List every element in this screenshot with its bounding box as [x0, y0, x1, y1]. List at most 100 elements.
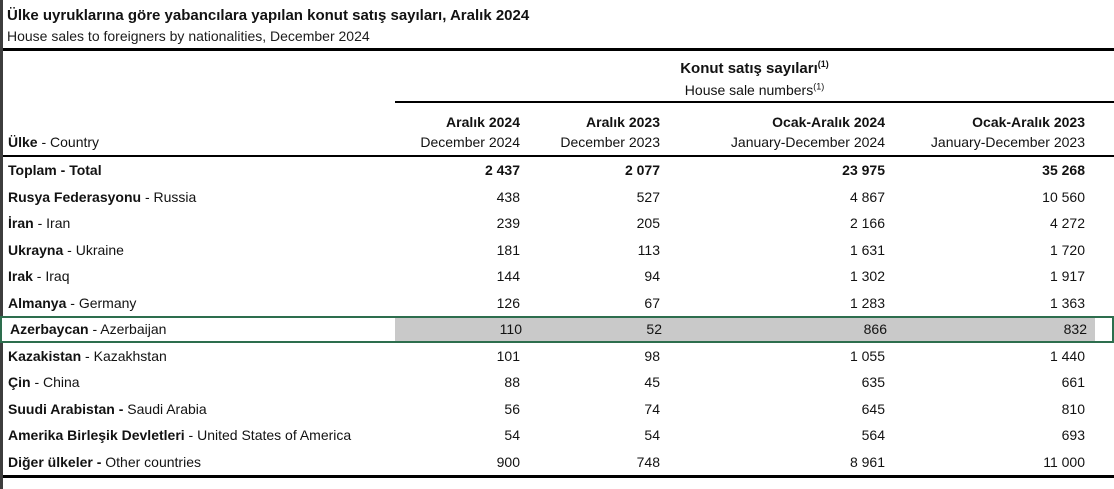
table-group-header: Konut satış sayıları(1) House sale numbe… — [395, 51, 1114, 101]
value-cell: 527 — [636, 188, 660, 205]
value-cell: 45 — [644, 374, 660, 391]
value-cell: 113 — [637, 241, 660, 258]
table-row[interactable]: Ukrayna - Ukraine 181 113 1 631 1 720 — [0, 237, 1114, 264]
value-cell: 1 363 — [1049, 294, 1085, 311]
country-name-cell: Suudi Arabistan - Saudi Arabia — [8, 400, 207, 417]
value-cell: 144 — [496, 268, 520, 285]
value-cell: 832 — [1063, 321, 1087, 338]
value-cell: 438 — [496, 188, 520, 205]
country-name-cell: Kazakistan - Kazakhstan — [8, 347, 167, 364]
value-cell: 2 166 — [849, 215, 885, 232]
value-cell: 2 437 — [484, 162, 520, 179]
column-header-tr: Ocak-Aralık 2024 — [772, 114, 885, 130]
page-title: Ülke uyruklarına göre yabancılara yapıla… — [7, 7, 530, 24]
country-name-cell: Diğer ülkeler - Other countries — [8, 453, 201, 470]
table-row[interactable]: Kazakistan - Kazakhstan 101 98 1 055 1 440 — [0, 343, 1114, 370]
group-header-en: House sale numbers(1) — [684, 81, 825, 98]
value-cell: 661 — [1061, 374, 1085, 391]
table-row[interactable]: Amerika Birleşik Devletleri - United Sta… — [0, 422, 1114, 449]
value-cell: 52 — [646, 321, 662, 338]
value-cell: 239 — [496, 215, 520, 232]
column-header: Ocak-Aralık 2023 January-December 2023 — [885, 112, 1114, 155]
country-name-cell: Çin - China — [8, 374, 80, 391]
column-header: Aralık 2024 December 2024 — [395, 112, 520, 155]
value-cell: 2 077 — [624, 162, 660, 179]
value-cell: 635 — [861, 374, 885, 391]
country-name-cell: Almanya - Germany — [8, 294, 137, 311]
column-header: Aralık 2023 December 2023 — [520, 112, 660, 155]
value-cell: 866 — [863, 321, 887, 338]
value-cell: 900 — [496, 453, 520, 470]
table-row[interactable]: Toplam - Total 2 437 2 077 23 975 35 268 — [0, 157, 1114, 184]
value-cell: 810 — [1061, 400, 1085, 417]
column-header: Ocak-Aralık 2024 January-December 2024 — [660, 112, 885, 155]
title-block: Ülke uyruklarına göre yabancılara yapıla… — [0, 0, 1114, 48]
value-cell: 1 302 — [849, 268, 885, 285]
value-cell: 101 — [496, 347, 520, 364]
footnote-mark: (1) — [813, 81, 825, 92]
value-cell: 126 — [496, 294, 520, 311]
value-cell: 1 631 — [849, 241, 885, 258]
value-cell: 1 055 — [849, 347, 885, 364]
value-cell: 94 — [644, 268, 660, 285]
value-cell: 98 — [644, 347, 660, 364]
value-cell: 23 975 — [842, 162, 885, 179]
value-cell: 693 — [1061, 427, 1085, 444]
value-cell: 35 268 — [1042, 162, 1085, 179]
value-cell: 67 — [644, 294, 660, 311]
value-cell: 4 272 — [1049, 215, 1085, 232]
group-header-tr: Konut satış sayıları(1) — [680, 59, 829, 78]
column-header-tr: Aralık 2024 — [446, 114, 520, 130]
country-name-cell: Ukrayna - Ukraine — [8, 241, 124, 258]
table-row[interactable]: Diğer ülkeler - Other countries 900 748 8 9… — [0, 449, 1114, 476]
value-cell: 205 — [636, 215, 660, 232]
value-cell: 11 000 — [1043, 453, 1085, 470]
column-header-en: January-December 2024 — [730, 134, 885, 150]
column-header-en: December 2024 — [420, 134, 520, 150]
value-cell: 74 — [644, 400, 660, 417]
column-header-tr: Ocak-Aralık 2023 — [972, 114, 1085, 130]
value-cell: 10 560 — [1042, 188, 1085, 205]
table-bottom-rule — [0, 475, 1114, 478]
value-cell: 1 720 — [1049, 241, 1085, 258]
value-cell: 88 — [504, 374, 520, 391]
country-name-cell: Toplam - Total — [8, 162, 102, 179]
table-row[interactable]: Çin - China 88 45 635 661 — [0, 369, 1114, 396]
value-cell: 54 — [504, 427, 520, 444]
table-row[interactable]: Suudi Arabistan - Saudi Arabia 56 74 645 810 — [0, 396, 1114, 423]
value-cell: 645 — [861, 400, 885, 417]
table-row[interactable]: Rusya Federasyonu - Russia 438 527 4 867 10 … — [0, 184, 1114, 211]
value-cell: 4 867 — [849, 188, 885, 205]
value-cell: 1 917 — [1049, 268, 1085, 285]
value-cell: 1 283 — [849, 294, 885, 311]
footnote-mark: (1) — [817, 59, 829, 69]
table-row-selected[interactable]: Azerbaycan - Azerbaijan 110 52 866 832 — [0, 316, 1114, 343]
value-cell: 54 — [644, 427, 660, 444]
page-subtitle: House sales to foreigners by nationaliti… — [7, 28, 370, 44]
country-name-cell: Azerbaycan - Azerbaijan — [10, 321, 167, 338]
value-cell: 748 — [636, 453, 660, 470]
country-name-cell: Irak - Iraq — [8, 268, 70, 285]
column-header-row: Ülke - Country Aralık 2024 December 2024 A… — [0, 103, 1114, 155]
value-cell: 1 440 — [1049, 347, 1085, 364]
column-header-en: January-December 2023 — [930, 134, 1085, 150]
column-header-tr: Aralık 2023 — [586, 114, 660, 130]
value-cell: 110 — [499, 321, 522, 338]
value-cell: 56 — [504, 400, 520, 417]
title-divider-rule — [0, 48, 1114, 51]
value-cell: 8 961 — [849, 453, 885, 470]
column-header-en: December 2023 — [560, 134, 660, 150]
country-name-cell: Amerika Birleşik Devletleri - United Sta… — [8, 427, 352, 444]
country-name-cell: İran - Iran — [8, 215, 71, 232]
country-name-cell: Rusya Federasyonu - Russia — [8, 188, 197, 205]
group-header-rule — [395, 101, 1114, 103]
table-body: Toplam - Total 2 437 2 077 23 975 35 268 Rusy… — [0, 157, 1114, 475]
value-cell: 564 — [861, 427, 885, 444]
page-left-border — [0, 0, 3, 489]
table-row[interactable]: Irak - Iraq 144 94 1 302 1 917 — [0, 263, 1114, 290]
header-divider-rule — [0, 155, 1114, 157]
table-row[interactable]: Almanya - Germany 126 67 1 283 1 363 — [0, 290, 1114, 317]
country-column-header: Ülke - Country — [8, 134, 100, 150]
table-row[interactable]: İran - Iran 239 205 2 166 4 272 — [0, 210, 1114, 237]
value-cell: 181 — [496, 241, 520, 258]
